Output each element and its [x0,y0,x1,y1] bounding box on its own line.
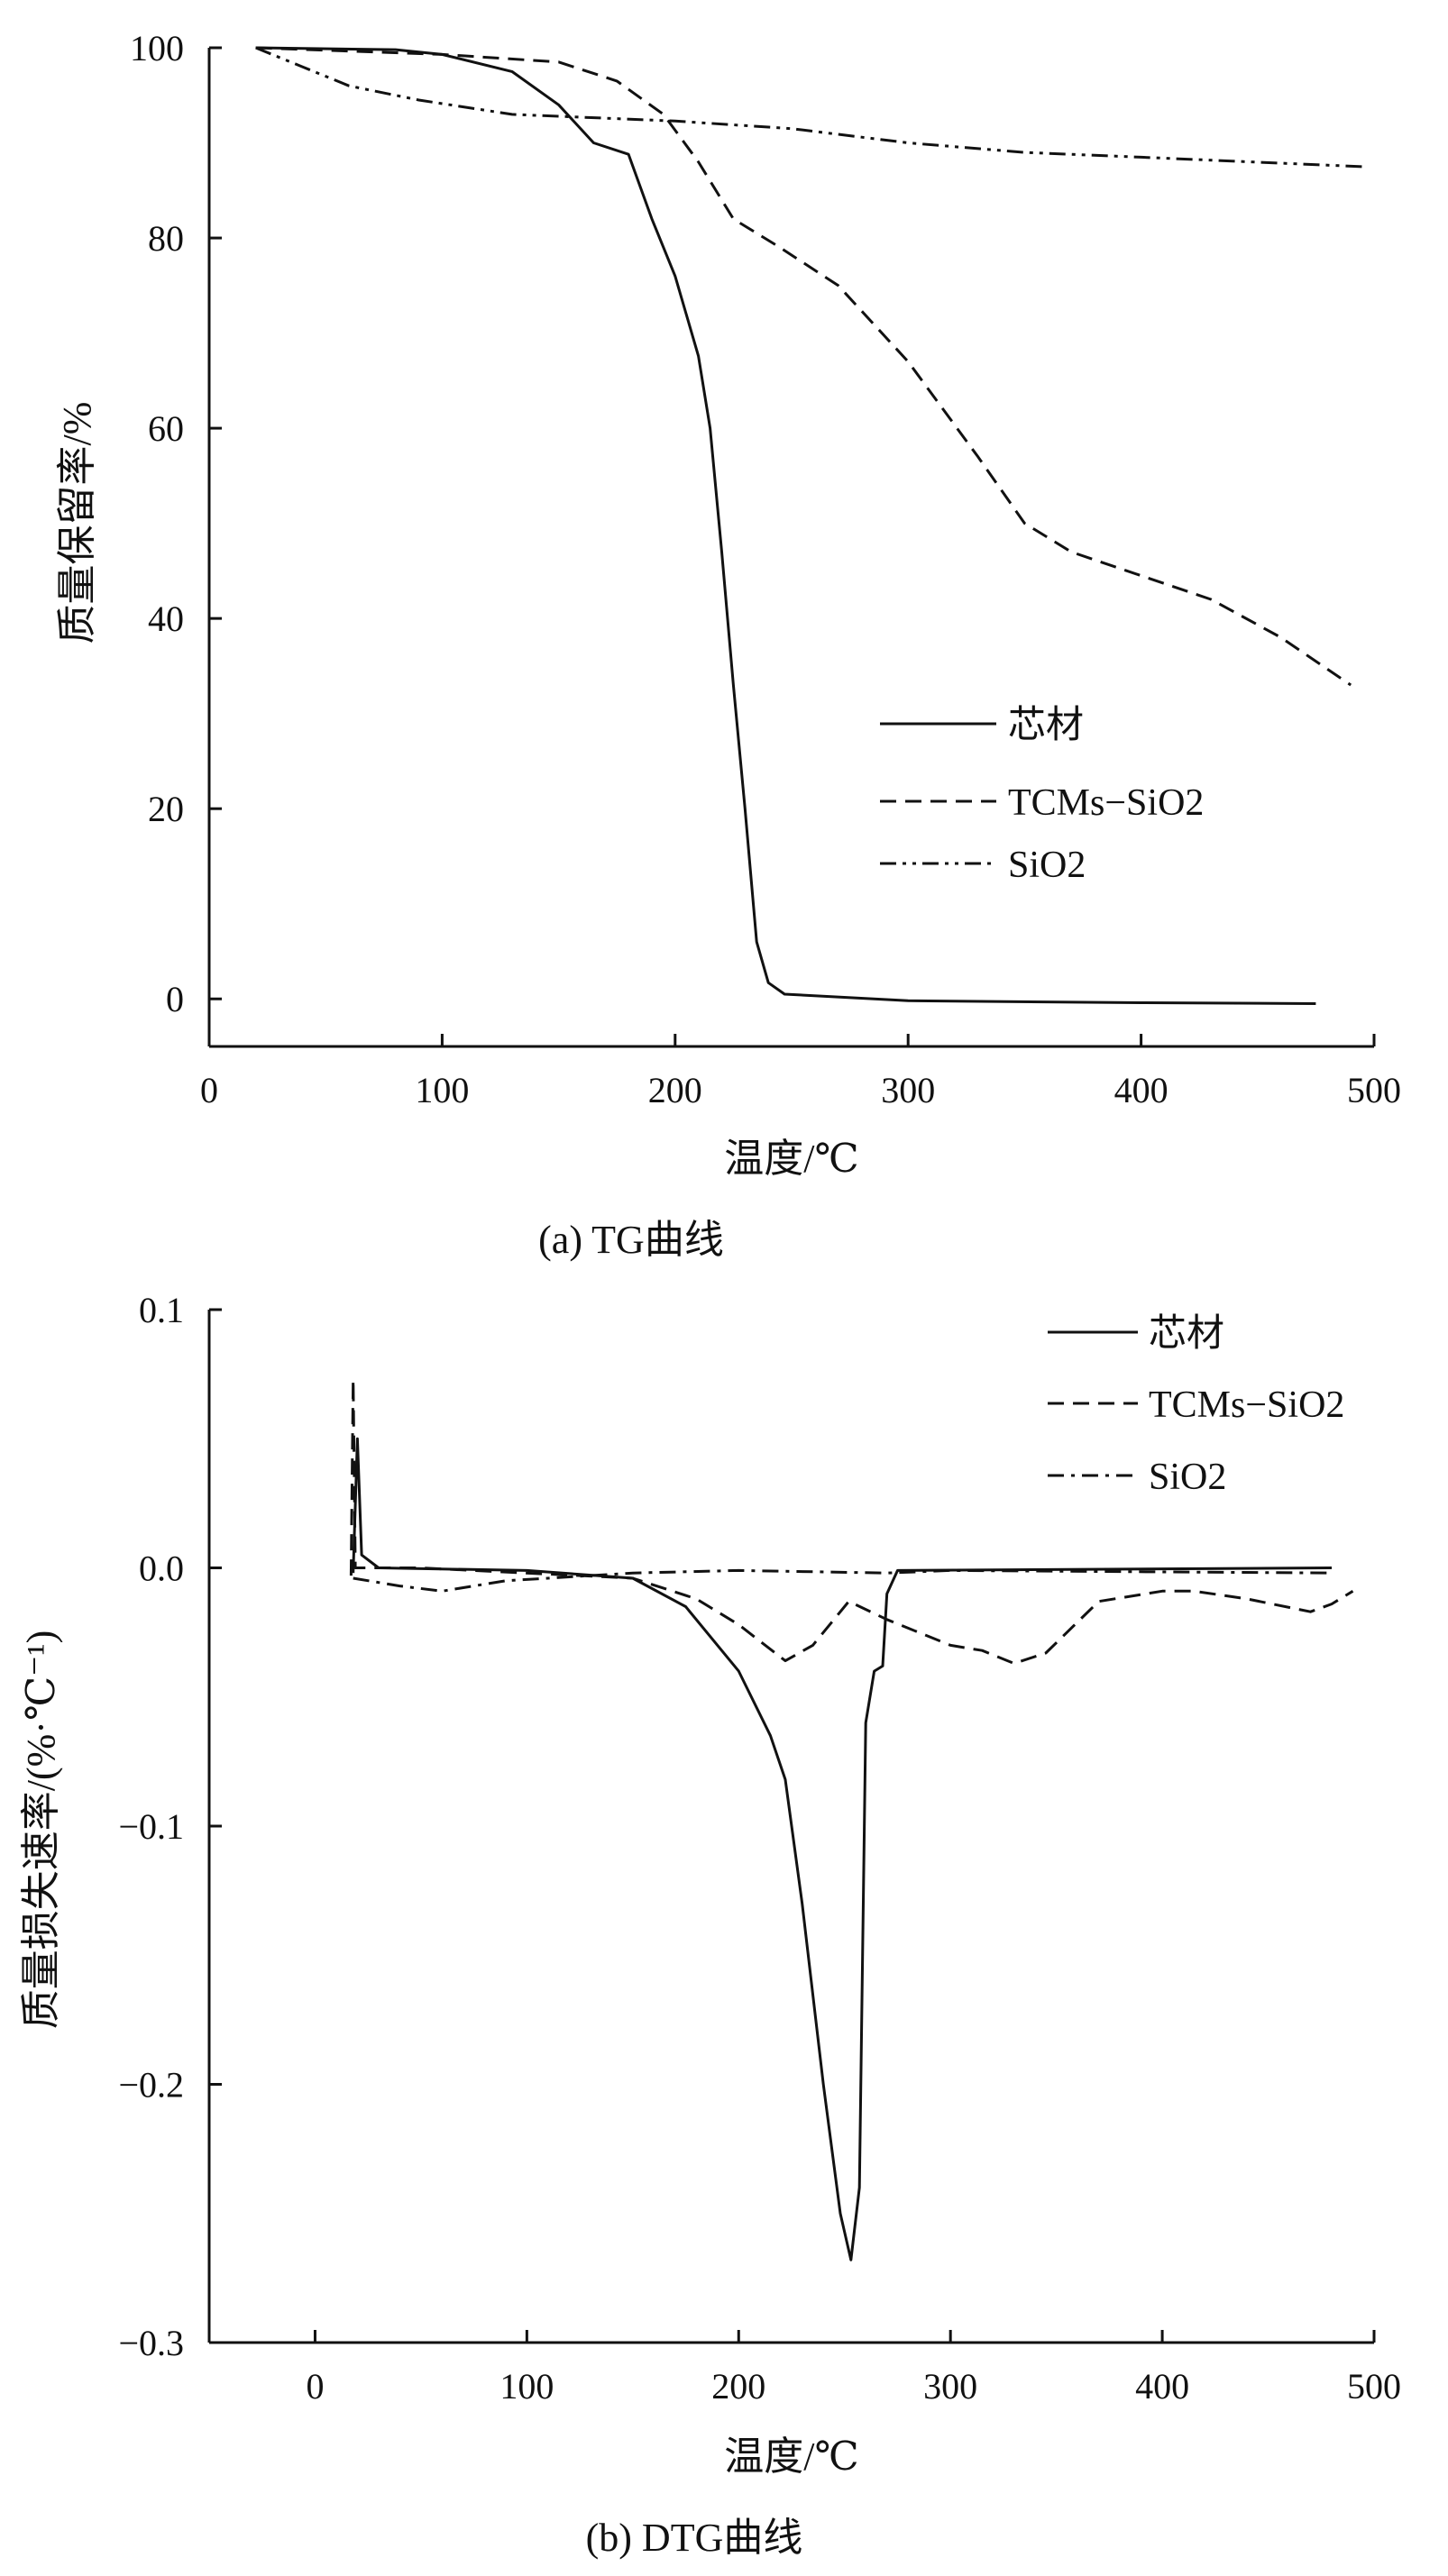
x-tick-label: 500 [1347,2366,1401,2407]
series-line-0 [352,1437,1333,2261]
y-tick-label: −0.3 [118,2323,184,2363]
y-tick-label: 0 [166,979,184,1019]
x-tick-label: 100 [499,2366,554,2407]
series-line-0 [255,46,1316,1005]
x-tick-label: 0 [306,2366,324,2407]
x-tick-label: 500 [1347,1070,1401,1110]
x-tick-label: 200 [711,2366,765,2407]
y-tick-label: 80 [148,218,184,259]
legend-label: 芯材 [1008,705,1084,746]
x-tick-label: 400 [1135,2366,1189,2407]
series-line-1 [349,1377,1354,1665]
legend-label: SiO2 [1149,1457,1226,1498]
x-tick-label: 400 [1114,1070,1168,1110]
legend-label: 芯材 [1149,1313,1224,1355]
series-line-1 [255,46,1352,687]
x-tick-label: 300 [923,2366,977,2407]
x-axis-label: 温度/℃ [724,2434,858,2479]
x-axis-label: 温度/℃ [724,1137,858,1181]
legend-label: TCMs−SiO2 [1149,1384,1344,1426]
y-tick-label: 60 [148,408,184,449]
y-tick-label: −0.1 [118,1806,184,1847]
y-tick-label: 40 [148,598,184,639]
series-line-2 [255,46,1363,169]
dtg-chart: 质量损失速率/(%·℃⁻¹) 温度/℃ (b) DTG曲线 0 100 200 300… [19,1290,1401,2560]
x-tick-label: 200 [648,1070,702,1110]
y-axis-label: 质量保留率/% [55,402,99,644]
y-axis-label: 质量损失速率/(%·℃⁻¹) [19,1631,63,2029]
tg-chart: 质量保留率/% 温度/℃ (a) TG曲线 0 100 200 300 400 500 0 2… [55,28,1401,1262]
y-tick-label: 100 [130,28,184,69]
chart-caption: (b) DTG曲线 [586,2516,803,2560]
series-line-2 [353,1568,1333,1593]
y-tick-label: 0.1 [139,1290,184,1330]
legend-label: SiO2 [1008,845,1086,886]
y-tick-label: −0.2 [118,2065,184,2106]
chart-caption: (a) TG曲线 [538,1218,724,1262]
x-tick-label: 300 [881,1070,935,1110]
legend-label: TCMs−SiO2 [1008,782,1204,824]
x-tick-label: 0 [200,1070,218,1110]
y-tick-label: 20 [148,789,184,829]
y-tick-label: 0.0 [139,1548,184,1589]
x-tick-label: 100 [415,1070,469,1110]
